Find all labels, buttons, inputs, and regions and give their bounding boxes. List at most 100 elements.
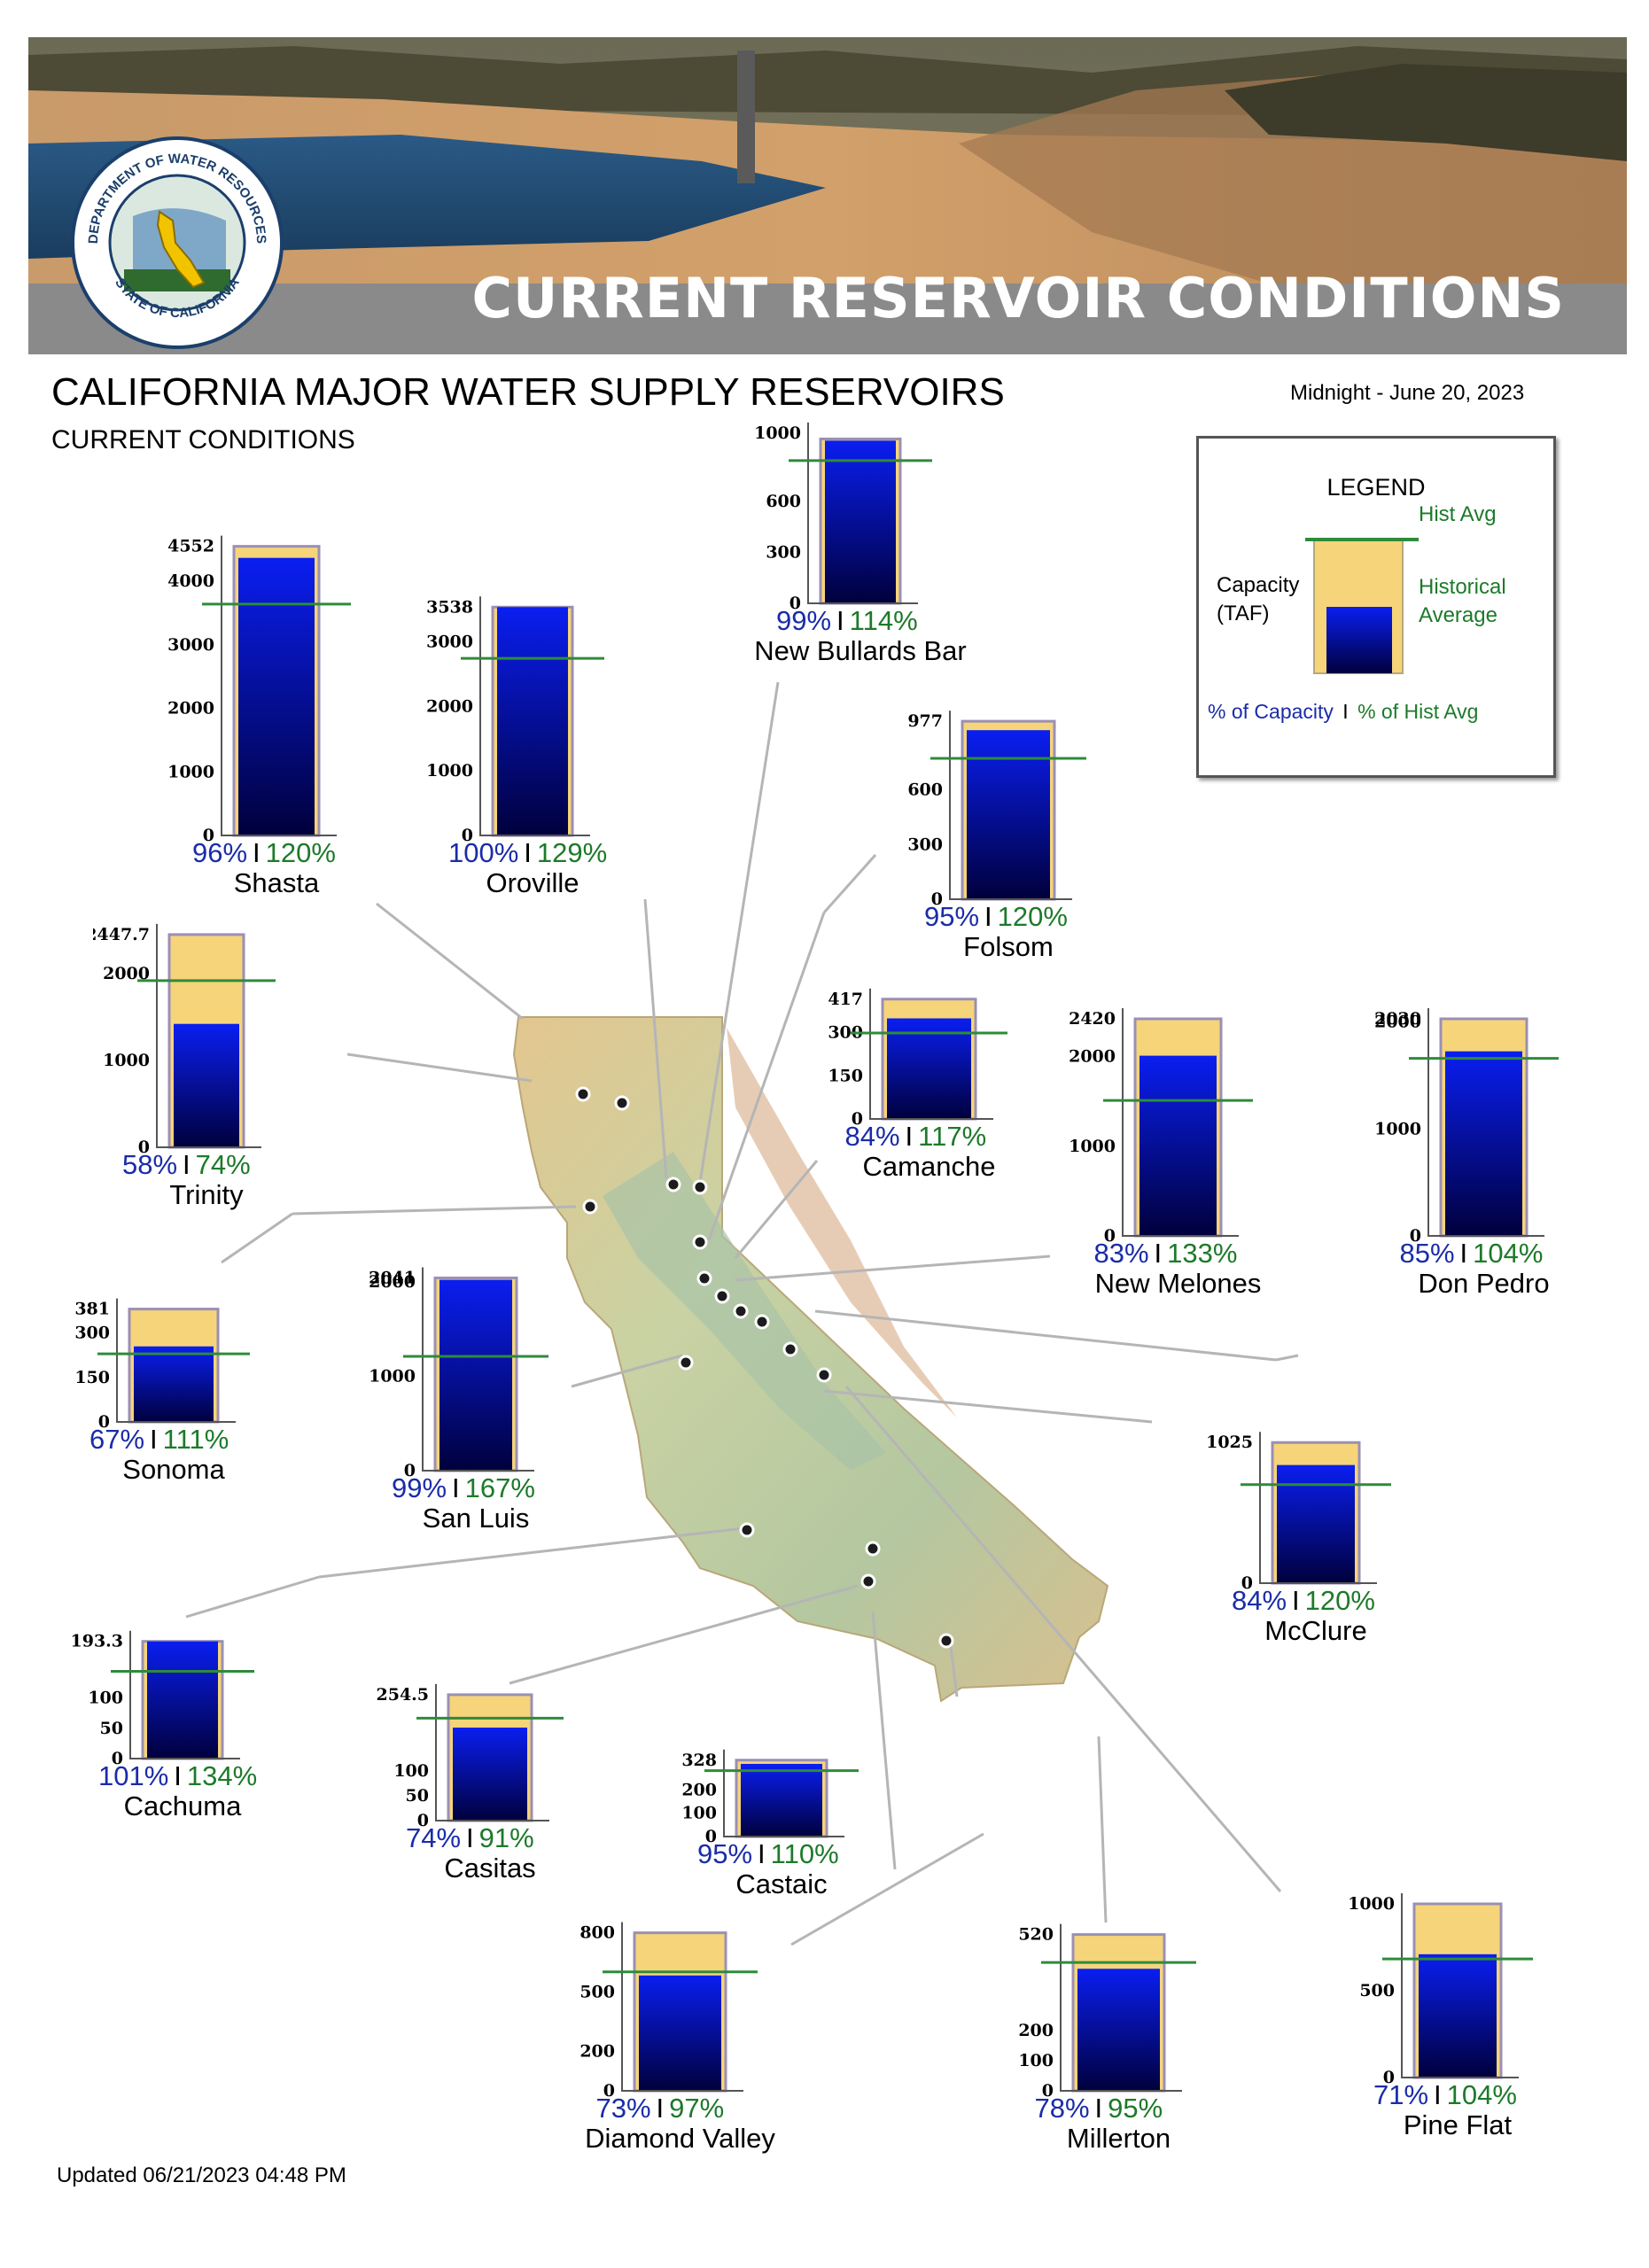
y-axis (116, 1298, 236, 1423)
reservoir-name: Folsom (963, 931, 1054, 962)
storage-bar (1419, 1953, 1497, 2078)
tick-label: 1000 (1374, 1119, 1421, 1138)
separator: I (466, 1822, 474, 1853)
pct-hist-avg: 129% (536, 837, 608, 868)
percent-row: 74% I 91% (406, 1822, 534, 1854)
y-axis (1427, 1008, 1544, 1237)
y-axis (435, 1683, 549, 1821)
tick-label: 1000 (103, 1051, 150, 1070)
tick-label: 300 (74, 1324, 110, 1343)
tick-label: 2000 (1069, 1047, 1116, 1067)
storage-bar (639, 1975, 721, 2091)
separator: I (1459, 1238, 1468, 1269)
leader-lines (185, 681, 1299, 1946)
tick-label: 1000 (369, 1366, 416, 1386)
bar-chart-oroville: 0 1000 2000 3000 3538 (426, 596, 604, 844)
tick-label: 300 (907, 835, 943, 854)
tick-label: 0 (138, 1138, 150, 1156)
storage-bar (238, 557, 315, 835)
bar-chart-castaic: 0 100 200 328 (681, 1749, 859, 1845)
pct-hist-avg: 167% (464, 1472, 535, 1503)
legend-capacity-label: Capacity (TAF) (1217, 573, 1300, 625)
pct-capacity: 101% (98, 1760, 169, 1791)
separator: I (1094, 2093, 1103, 2124)
pct-hist-avg: 104% (1446, 2079, 1517, 2110)
percent-row: 99% I 167% (392, 1472, 535, 1504)
reservoir-name: Casitas (444, 1852, 536, 1884)
percent-row: 85% I 104% (1400, 1238, 1544, 1270)
header-banner: CURRENT RESERVOIR CONDITIONS DEPARTMENT … (28, 37, 1627, 354)
pct-capacity: 96% (192, 837, 248, 868)
percent-row: 84% I 120% (1232, 1585, 1375, 1617)
separator: I (183, 1149, 191, 1180)
tick-label: 2000 (103, 964, 150, 983)
bar-chart-cachuma: 0 50 100 193.3 (71, 1630, 254, 1767)
percent-row: 100% I 129% (448, 837, 607, 869)
tick-label: 1000 (167, 762, 214, 781)
pct-hist-avg: 120% (997, 901, 1068, 932)
percent-row: 73% I 97% (596, 2093, 725, 2124)
pct-capacity: 95% (924, 901, 980, 932)
tick-label: 1000 (426, 761, 473, 781)
tick-label: 4000 (167, 571, 214, 591)
percent-row: 83% I 133% (1094, 1238, 1238, 1270)
tick-label: 0 (603, 2081, 615, 2100)
tick-label: 4552 (167, 537, 214, 556)
storage-bar (741, 1763, 822, 1837)
bar-chart-shasta: 0 1000 2000 3000 4000 4552 (167, 535, 351, 844)
tick-label: 0 (931, 889, 943, 908)
percent-row: 95% I 110% (697, 1838, 839, 1870)
storage-bar (1077, 1969, 1160, 2091)
pct-capacity: 99% (392, 1472, 447, 1503)
y-axis (221, 535, 337, 836)
tick-label: 0 (1241, 1573, 1253, 1592)
storage-bar (134, 1346, 214, 1422)
separator: I (1292, 1585, 1300, 1616)
tick-label: 150 (74, 1368, 110, 1387)
tick-label: 1000 (754, 423, 801, 443)
pct-hist-avg: 133% (1167, 1238, 1238, 1269)
tick-label: 100 (1018, 2051, 1054, 2070)
reservoir-name: Don Pedro (1418, 1268, 1550, 1299)
storage-bar (825, 440, 896, 603)
percent-row: 96% I 120% (192, 837, 336, 869)
separator: I (524, 837, 532, 868)
y-axis (1122, 1008, 1239, 1237)
separator: I (984, 901, 992, 932)
tick-label: 2000 (167, 699, 214, 718)
tick-label: 2000 (1374, 1013, 1421, 1032)
tick-label: 2041 (369, 1268, 416, 1287)
page-subtitle: CURRENT CONDITIONS (51, 425, 355, 454)
bar-chart-new-melones: 0 1000 2000 2420 (1069, 1008, 1253, 1245)
tick-label: 800 (579, 1923, 615, 1943)
storage-bar (439, 1279, 512, 1471)
reservoir-name: Sonoma (122, 1454, 225, 1485)
tick-label: 0 (1042, 2081, 1054, 2100)
pct-hist-avg: 91% (478, 1822, 534, 1853)
bar-chart-sonoma: 0 150 300 381 (74, 1298, 250, 1431)
tick-label: 100 (681, 1804, 717, 1823)
pct-capacity: 67% (89, 1424, 145, 1455)
tick-label: 500 (579, 1983, 615, 2002)
tick-label: 0 (852, 1109, 863, 1128)
updated-timestamp: Updated 06/21/2023 04:48 PM (57, 2163, 346, 2187)
y-axis (156, 923, 261, 1148)
tick-label: 200 (579, 2041, 615, 2061)
reservoir-name: Millerton (1066, 2123, 1171, 2154)
separator: I (905, 1121, 914, 1152)
tick-label: 0 (462, 826, 473, 844)
tick-label: 0 (112, 1749, 123, 1767)
legend-percent-key: % of Capacity I % of Hist Avg (1208, 700, 1479, 723)
storage-bar (497, 607, 568, 835)
tick-label: 2000 (369, 1272, 416, 1292)
storage-bar (174, 1023, 239, 1147)
tick-label: 381 (74, 1300, 110, 1319)
tick-label: 0 (203, 826, 214, 844)
legend-box: LEGEND Hist Avg Capacity (TAF) Historica… (1196, 436, 1556, 778)
bar-chart-diamond-valley: 0 200 500 800 (579, 1922, 758, 2100)
y-axis (723, 1749, 844, 1837)
pct-capacity: 84% (844, 1121, 900, 1152)
